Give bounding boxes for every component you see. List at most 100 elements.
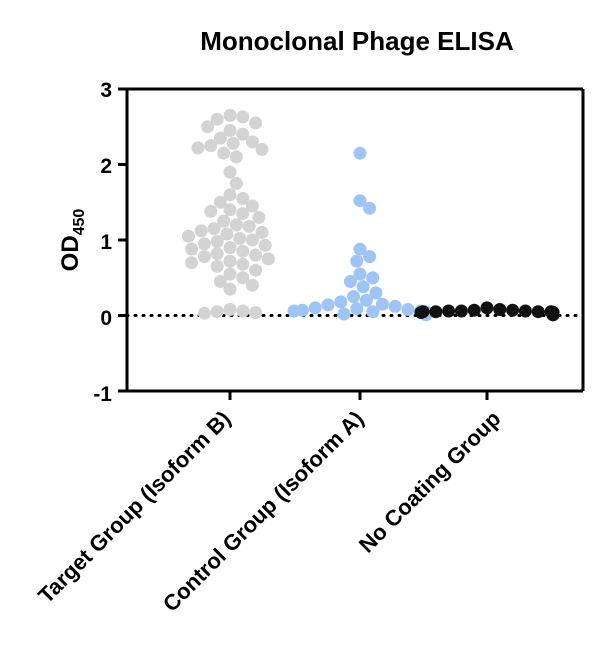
data-point [258,238,272,252]
data-point [245,233,259,247]
data-point [217,214,231,228]
data-point [429,305,443,319]
data-point [236,304,250,318]
data-point [249,263,263,277]
data-point [249,248,263,262]
data-point [255,225,269,239]
data-point [353,146,367,160]
data-point [343,275,357,288]
data-point [236,127,250,141]
y-tick-label: 2 [100,155,112,178]
data-point [350,302,364,316]
data-point [531,305,545,319]
data-point [353,242,367,256]
data-point [363,250,377,264]
data-point [363,201,377,215]
data-point [236,110,250,124]
data-point [217,146,231,160]
y-axis-label: OD450 [57,209,88,272]
plot-area [118,87,585,400]
data-point [236,271,250,285]
data-point [191,141,205,155]
data-point [210,247,224,261]
data-point [369,286,383,300]
data-point [366,271,380,285]
data-point [223,303,237,316]
data-point [321,298,335,312]
data-point [236,257,250,271]
data-point [185,242,199,256]
data-point [236,244,250,258]
y-tick-label: -1 [93,383,112,406]
data-point [197,306,211,320]
data-point [236,207,250,221]
data-point [213,195,227,209]
y-tick-label: 0 [100,307,112,330]
data-point [223,203,237,217]
data-point [226,136,240,150]
data-point [337,307,351,321]
data-point [334,295,348,309]
data-point [223,188,237,202]
data-point [223,124,237,137]
data-point [229,150,243,164]
data-point [518,304,532,318]
data-point [194,224,208,238]
data-point [223,254,237,268]
data-point [506,303,520,317]
data-point [454,304,468,318]
data-point [204,139,218,153]
data-point [347,290,361,304]
data-point [223,241,237,255]
data-point [223,108,237,122]
data-point [442,304,456,318]
data-point [210,259,224,273]
data-point [213,131,227,145]
data-point [197,250,211,264]
data-point [204,204,218,218]
data-point [414,306,428,319]
data-point [287,304,301,318]
data-point [210,235,224,248]
data-point [493,303,507,316]
data-point [467,303,481,317]
data-point [207,222,221,236]
data-point [249,116,263,130]
data-point [245,278,259,292]
data-point [350,254,364,268]
data-point [185,256,199,270]
data-point [229,218,243,232]
data-point [213,275,227,288]
data-point [242,219,256,233]
data-point [229,176,243,190]
data-point [546,308,560,322]
data-point [401,303,415,316]
data-point [356,280,370,294]
data-point [353,267,367,281]
data-point [249,306,263,319]
data-point [181,229,195,243]
data-point [236,192,250,205]
data-point [366,305,380,319]
data-point [223,165,237,179]
data-point [210,112,224,126]
x-category-label: No Coating Group [354,406,506,558]
data-point [261,252,275,266]
data-point [220,227,234,241]
data-point [255,142,269,156]
y-tick-label: 1 [100,231,112,254]
data-point [388,299,402,313]
data-point [252,210,266,224]
data-point [201,120,215,134]
data-point [210,305,224,319]
data-point [223,267,237,281]
data-point [245,199,259,213]
chart-title: Monoclonal Phage ELISA [200,26,514,56]
data-point [375,297,389,311]
data-point [197,237,211,251]
data-point [308,301,322,315]
data-point [359,293,373,307]
data-point [480,301,494,315]
data-point [223,282,237,296]
